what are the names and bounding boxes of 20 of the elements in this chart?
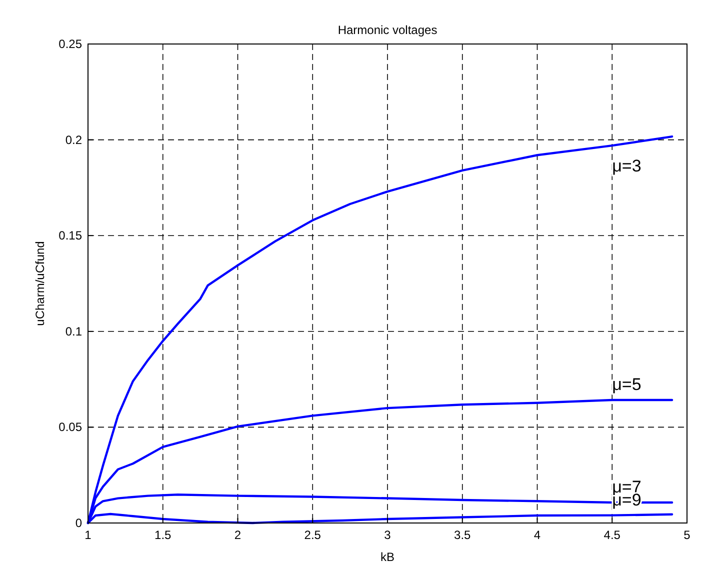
y-tick-label: 0.15 [58,228,82,243]
x-tick-label: 2 [234,528,242,542]
x-tick-label: 2.5 [304,528,322,542]
y-tick-label: 0.1 [65,324,82,338]
y-tick-label: 0.25 [58,37,82,51]
x-tick-label: 4 [534,528,541,542]
x-tick-label: 3.5 [454,528,472,542]
x-tick-label: 5 [684,528,691,542]
y-axis-title: uCharm/uCfund [33,241,47,326]
y-tick-label: 0 [75,516,82,530]
y-tick-label: 0.05 [58,420,82,434]
x-tick-label: 1 [84,528,92,542]
x-axis-title: kB [380,550,395,564]
series-label: μ=3 [612,156,642,176]
x-tick-label: 4.5 [604,528,621,542]
x-tick-label: 1.5 [154,528,172,542]
series-label: μ=5 [612,374,642,394]
x-tick-label: 3 [384,528,392,542]
chart-title: Harmonic voltages [338,23,438,37]
y-tick-label: 0.2 [65,132,82,147]
